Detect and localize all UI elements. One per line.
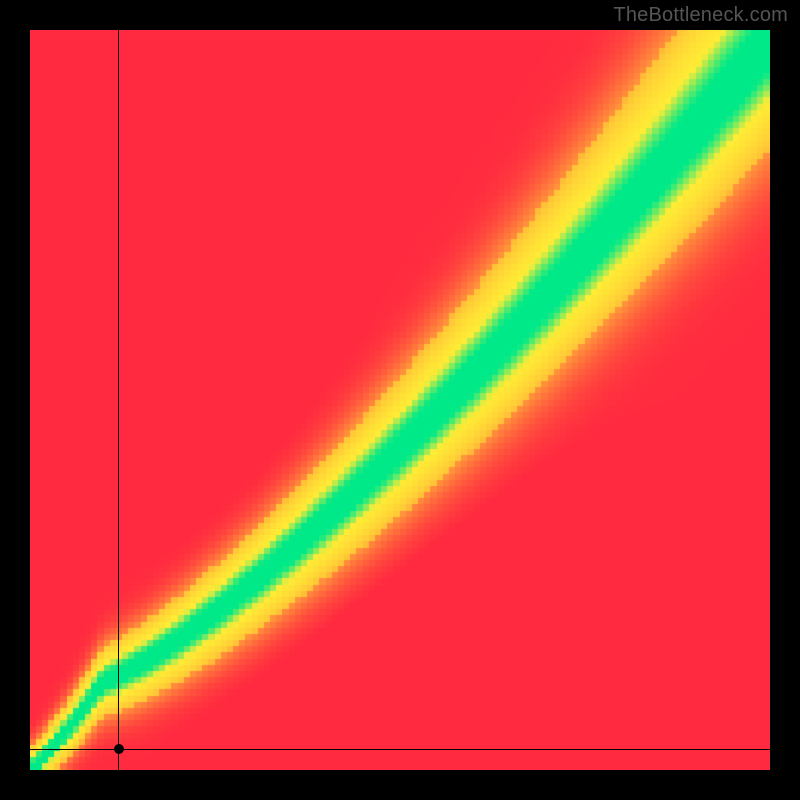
heatmap-canvas [30, 30, 770, 770]
crosshair-vertical [118, 30, 119, 770]
plot-area [30, 30, 770, 770]
crosshair-marker [114, 744, 124, 754]
chart-outer: TheBottleneck.com [0, 0, 800, 800]
crosshair-horizontal [30, 749, 770, 750]
attribution-label: TheBottleneck.com [613, 4, 788, 27]
